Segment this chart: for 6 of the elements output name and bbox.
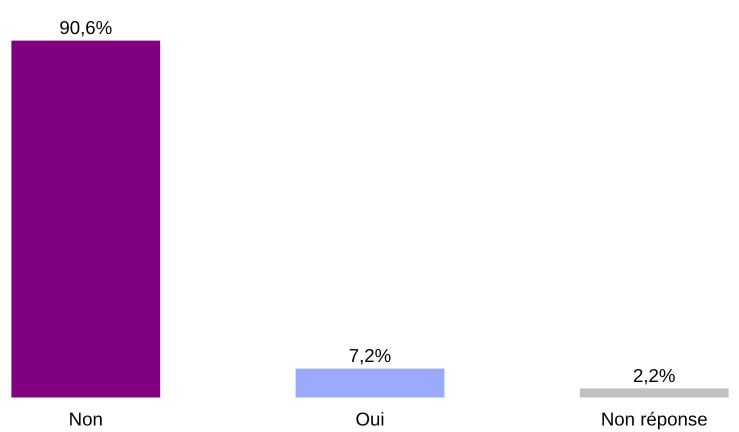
- x-tick-label: Non: [68, 408, 103, 430]
- data-label: 7,2%: [348, 345, 392, 366]
- data-label: 2,2%: [632, 364, 676, 386]
- data-label: 90,6%: [59, 17, 112, 38]
- x-tick-label: Non réponse: [600, 408, 708, 430]
- x-tick-label: Oui: [355, 408, 385, 430]
